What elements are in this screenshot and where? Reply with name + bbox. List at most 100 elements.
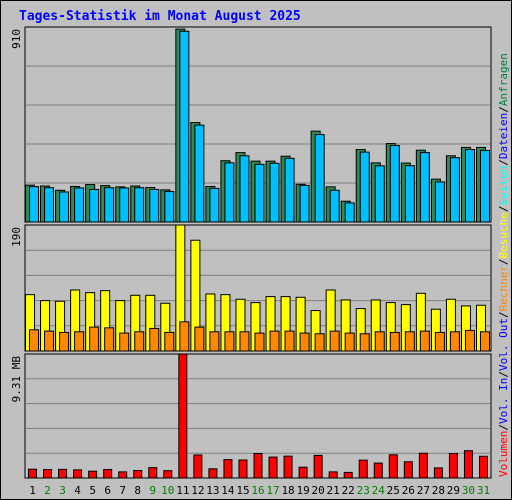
bar-volumen: [463, 450, 473, 479]
bar-volumen: [373, 462, 383, 479]
x-tick-label: 19: [296, 484, 309, 497]
bar-volumen: [328, 471, 338, 479]
x-tick-label: 10: [161, 484, 174, 497]
x-tick-label: 25: [387, 484, 400, 497]
legend-separator: /: [497, 106, 510, 113]
bar-dateien: [104, 187, 115, 223]
bar-volumen: [343, 471, 353, 479]
bar-volumen: [418, 452, 428, 479]
bar-rechner: [29, 329, 40, 352]
legend-item-anfragen: Anfragen: [497, 53, 510, 106]
x-tick-label: 6: [104, 484, 111, 497]
bar-rechner: [374, 331, 385, 352]
bar-rechner: [164, 331, 175, 352]
bar-dateien: [134, 187, 145, 223]
bar-rechner: [284, 330, 295, 352]
bar-rechner: [344, 332, 355, 352]
bar-dateien: [464, 149, 475, 223]
bar-rechner: [449, 331, 460, 352]
legend-item-rechner: Rechner: [497, 265, 510, 312]
x-tick-label: 30: [462, 484, 475, 497]
bar-dateien: [299, 184, 310, 223]
bar-dateien: [164, 191, 175, 223]
x-tick-label: 12: [191, 484, 204, 497]
bar-volumen: [448, 452, 458, 479]
bar-dateien: [419, 152, 430, 223]
legend-separator: /: [497, 258, 510, 265]
x-tick-label: 20: [312, 484, 325, 497]
bar-volumen: [208, 468, 218, 479]
legend-separator: /: [497, 205, 510, 212]
bar-rechner: [134, 331, 145, 352]
bar-rechner: [464, 329, 475, 352]
bar-dateien: [149, 188, 160, 223]
chart-title: Tages-Statistik im Monat August 2025: [19, 9, 301, 24]
bar-volumen: [283, 455, 293, 479]
bar-rechner: [104, 327, 115, 352]
bar-dateien: [89, 188, 100, 223]
x-tick-label: 1: [29, 484, 36, 497]
bar-volumen: [223, 459, 233, 479]
bar-dateien: [29, 186, 40, 223]
bar-rechner: [419, 330, 430, 352]
bar-dateien: [389, 145, 400, 223]
bar-rechner: [59, 331, 70, 352]
bar-rechner: [119, 332, 130, 352]
bar-rechner: [359, 333, 370, 352]
bar-dateien: [284, 157, 295, 223]
x-tick-label: 28: [432, 484, 445, 497]
x-tick-label: 3: [59, 484, 66, 497]
x-tick-label: 17: [266, 484, 279, 497]
legend-separator: /: [497, 371, 510, 378]
x-tick-label: 5: [89, 484, 96, 497]
bar-rechner: [329, 330, 340, 352]
bar-rechner: [209, 331, 220, 352]
x-tick-label: 24: [372, 484, 386, 497]
bar-dateien: [239, 155, 250, 223]
bar-dateien: [404, 165, 415, 223]
legend-separator: /: [497, 424, 510, 431]
legend-item-volumen: Volumen: [497, 431, 510, 477]
y-max-label-visits: 190: [10, 227, 23, 247]
bar-rechner: [479, 331, 490, 352]
bar-volumen: [238, 459, 248, 479]
x-tick-label: 26: [402, 484, 415, 497]
x-tick-label: 15: [236, 484, 249, 497]
bar-volumen: [43, 469, 53, 479]
bar-volumen: [88, 470, 98, 479]
bar-rechner: [254, 332, 265, 352]
bar-dateien: [359, 151, 370, 223]
bar-rechner: [434, 331, 445, 352]
legend-separator: /: [497, 159, 510, 166]
bar-volumen: [103, 468, 113, 479]
bar-dateien: [179, 30, 190, 223]
x-tick-label: 11: [176, 484, 189, 497]
bar-volumen: [58, 468, 68, 479]
bar-dateien: [329, 189, 340, 223]
legend-item-vol-out: Vol. Out: [497, 318, 510, 371]
bar-dateien: [434, 181, 445, 223]
x-tick-label: 9: [149, 484, 156, 497]
bar-volumen: [28, 468, 38, 479]
x-tick-label: 13: [206, 484, 219, 497]
bar-volumen: [178, 353, 188, 479]
bar-dateien: [254, 163, 265, 223]
bar-dateien: [314, 134, 325, 223]
bar-volumen: [73, 469, 83, 479]
legend-item-besuche: Besuche: [497, 212, 510, 258]
bar-rechner: [149, 327, 160, 352]
bar-rechner: [299, 332, 310, 352]
bar-dateien: [479, 149, 490, 223]
x-tick-label: 7: [119, 484, 126, 497]
bar-dateien: [269, 162, 280, 223]
bar-dateien: [449, 157, 460, 223]
bar-rechner: [404, 331, 415, 352]
legend-item-dateien: Dateien: [497, 113, 510, 159]
bar-volumen: [313, 454, 323, 479]
bar-rechner: [44, 330, 55, 352]
bar-volumen: [403, 461, 413, 479]
bar-dateien: [59, 191, 70, 223]
x-tick-label: 4: [74, 484, 81, 497]
